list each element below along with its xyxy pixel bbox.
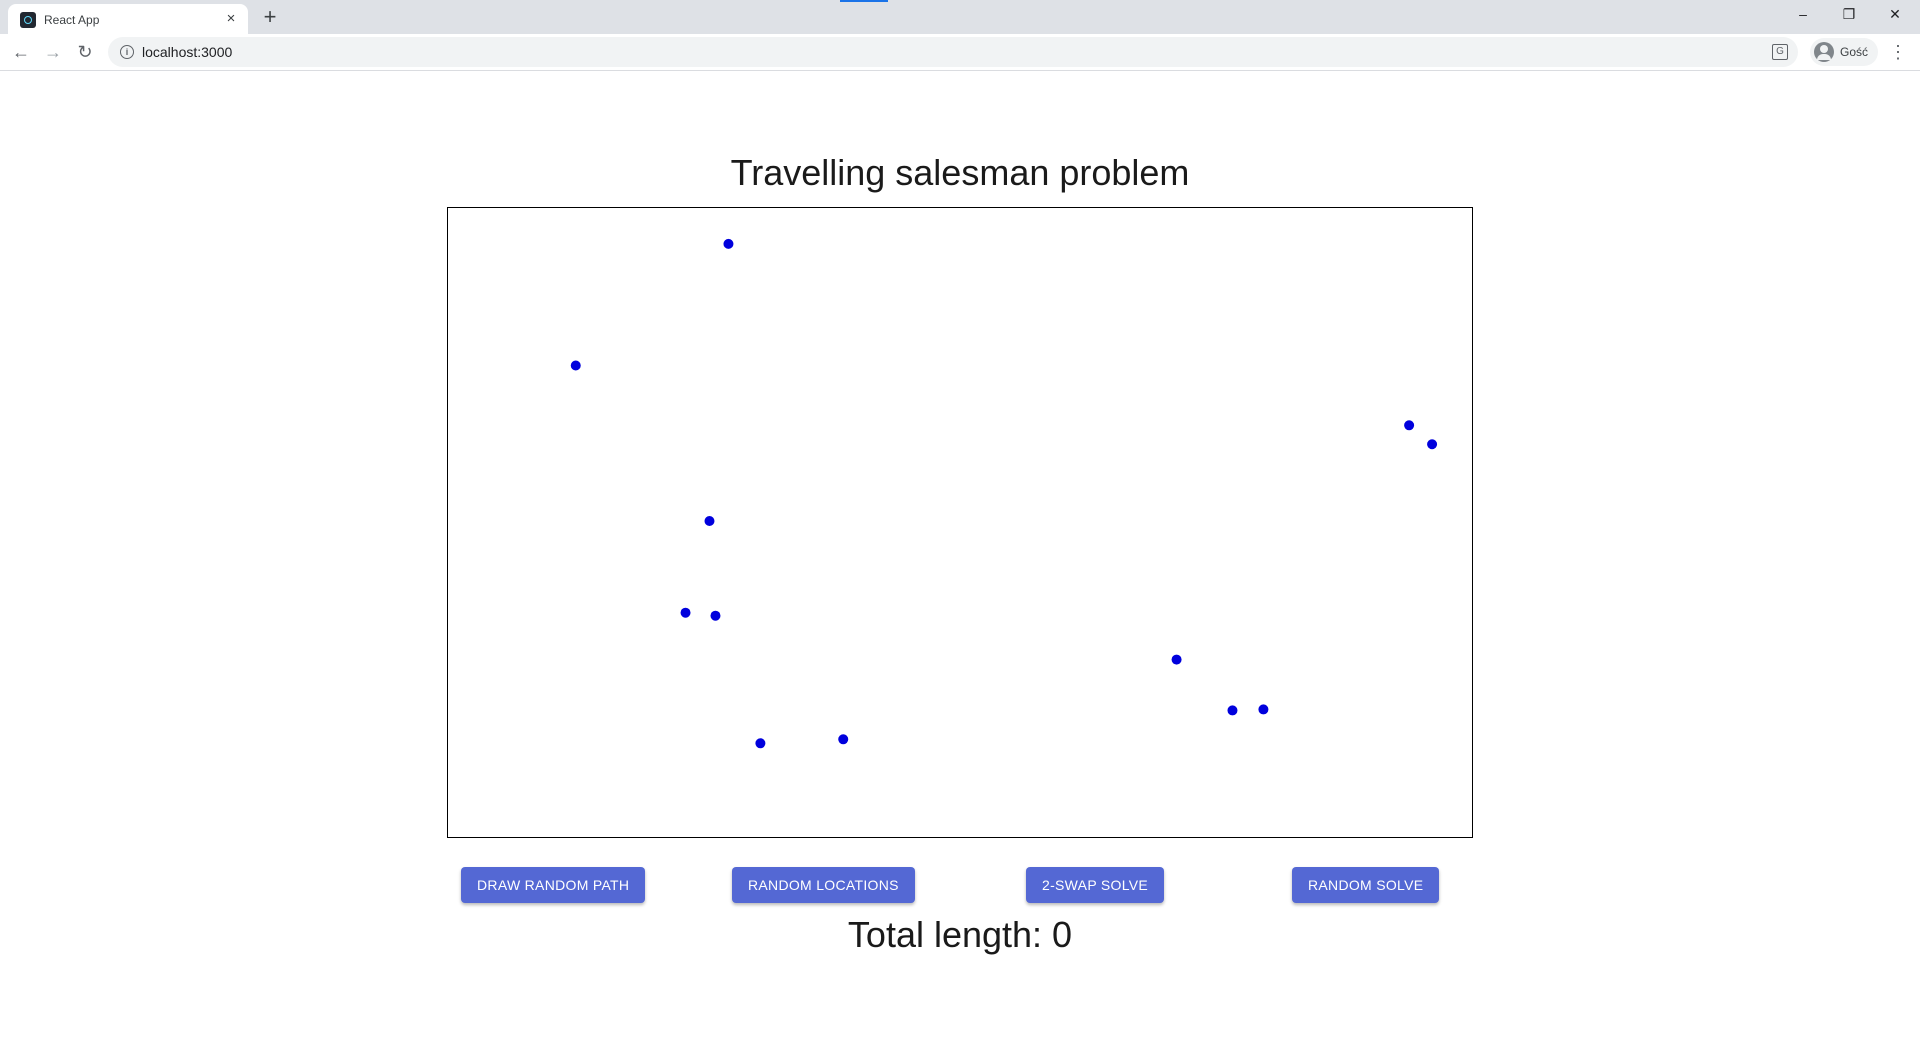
city-point-8 xyxy=(1171,654,1182,665)
tab-close-icon[interactable]: × xyxy=(226,10,236,27)
city-point-1 xyxy=(723,238,734,249)
back-arrow-icon[interactable]: ← xyxy=(12,42,30,62)
city-point-2 xyxy=(570,360,581,371)
tsp-canvas[interactable] xyxy=(447,207,1473,838)
tab-title: React App xyxy=(44,13,100,27)
browser-tab[interactable]: React App × xyxy=(8,4,248,34)
browser-menu-icon[interactable]: ⋮ xyxy=(1889,42,1907,62)
address-bar[interactable]: i localhost:3000 G xyxy=(108,37,1798,67)
tsp-points-plot xyxy=(570,238,1438,749)
two-swap-solve-button[interactable]: 2-SWAP SOLVE xyxy=(1026,867,1165,903)
total-length-label: Total length: 0 xyxy=(847,914,1073,955)
city-point-7 xyxy=(710,610,721,621)
profile-name: Gość xyxy=(1840,45,1869,59)
city-point-10 xyxy=(1258,704,1269,715)
random-locations-button[interactable]: RANDOM LOCATIONS xyxy=(732,867,915,903)
tab-loading-indicator xyxy=(840,0,888,2)
city-point-12 xyxy=(838,734,849,745)
window-restore-button[interactable]: ❐ xyxy=(1842,6,1856,22)
city-point-3 xyxy=(1404,420,1415,431)
city-point-5 xyxy=(704,516,715,527)
city-point-6 xyxy=(680,607,691,618)
city-point-4 xyxy=(1427,439,1438,450)
forward-arrow-icon[interactable]: → xyxy=(44,42,62,62)
draw-random-path-button[interactable]: DRAW RANDOM PATH xyxy=(461,867,646,903)
window-close-button[interactable]: ✕ xyxy=(1889,6,1901,22)
new-tab-button[interactable]: + xyxy=(263,4,277,29)
browser-toolbar: ← → ↻ i localhost:3000 G Gość ⋮ xyxy=(0,34,1920,71)
site-info-icon[interactable]: i xyxy=(120,45,134,59)
translate-icon[interactable]: G xyxy=(1772,44,1788,60)
url-text[interactable]: localhost:3000 xyxy=(142,44,233,60)
city-point-9 xyxy=(1227,705,1238,716)
page-title: Travelling salesman problem xyxy=(730,152,1190,193)
react-favicon-icon xyxy=(20,12,36,28)
random-solve-button[interactable]: RANDOM SOLVE xyxy=(1292,867,1440,903)
avatar-icon xyxy=(1814,42,1834,62)
browser-tab-strip: React App × + – ❐ ✕ xyxy=(0,0,1920,34)
reload-icon[interactable]: ↻ xyxy=(77,42,93,62)
window-minimize-button[interactable]: – xyxy=(1799,6,1807,22)
profile-button[interactable]: Gość xyxy=(1810,38,1878,66)
city-point-11 xyxy=(755,738,766,749)
